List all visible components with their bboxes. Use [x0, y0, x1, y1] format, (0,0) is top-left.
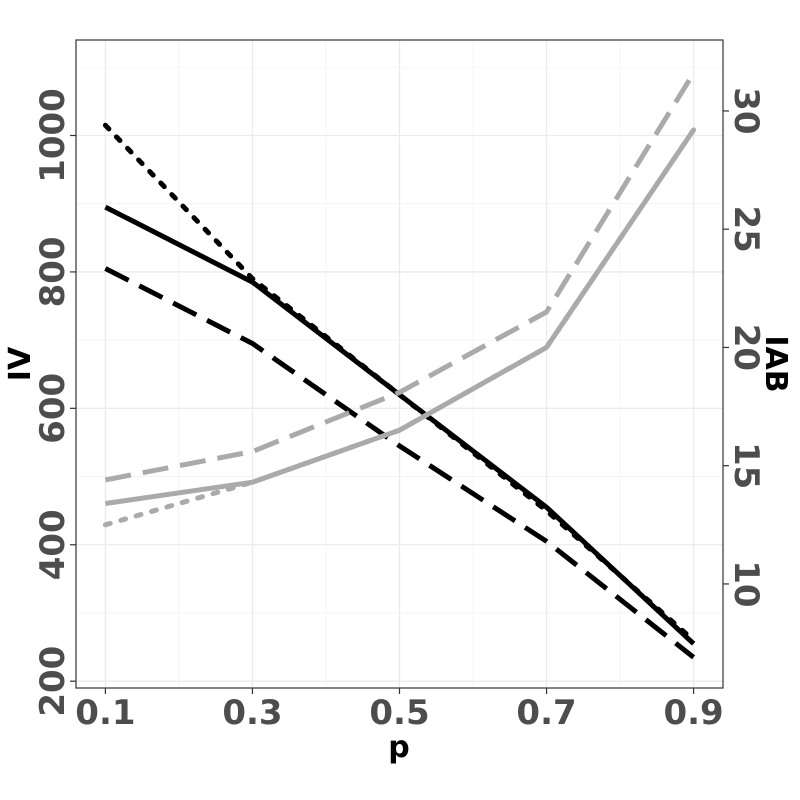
y-left-tick-label: 600 — [33, 373, 73, 444]
y-right-tick-label: 20 — [726, 324, 766, 371]
x-tick-label: 0.1 — [75, 693, 135, 733]
y-left-tick-label: 400 — [33, 509, 73, 580]
y-left-tick-label: 200 — [33, 646, 73, 717]
x-tick-label: 0.5 — [369, 693, 429, 733]
y-right-axis-title: IAB — [758, 335, 793, 392]
y-right-tick-label: 30 — [726, 87, 766, 134]
y-right-tick-label: 10 — [726, 560, 766, 607]
y-right-tick-label: 15 — [726, 442, 766, 489]
y-right-tick-label: 25 — [726, 206, 766, 253]
y-left-tick-label: 1000 — [33, 88, 73, 183]
x-axis-title: p — [388, 730, 409, 765]
x-tick-label: 0.3 — [222, 693, 282, 733]
x-tick-label: 0.9 — [663, 693, 723, 733]
x-tick-label: 0.7 — [516, 693, 576, 733]
y-left-tick-label: 800 — [33, 236, 73, 307]
y-left-axis-title: IV — [3, 346, 38, 381]
